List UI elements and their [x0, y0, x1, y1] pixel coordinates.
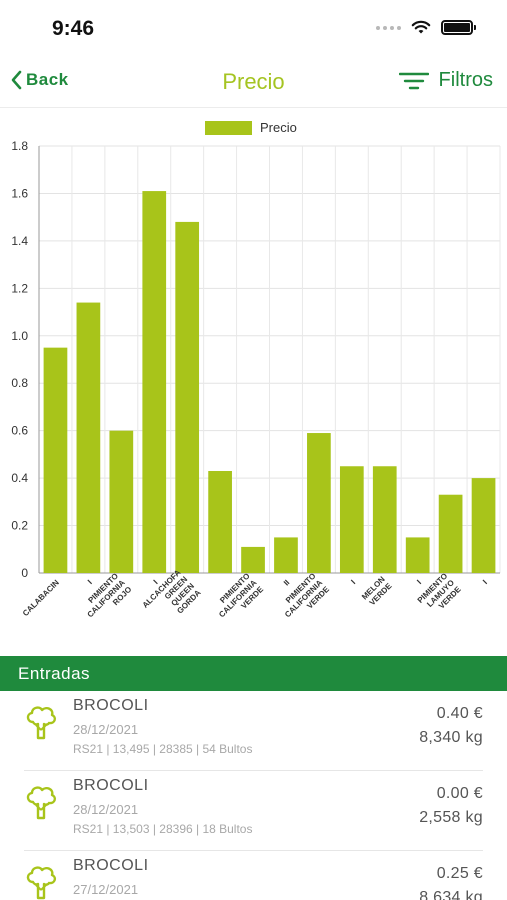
x-tick-label-line: I: [481, 578, 489, 586]
x-tick-label: I: [481, 578, 489, 586]
broccoli-icon: [26, 706, 57, 740]
bar: [274, 537, 298, 573]
entry-name: BROCOLI: [73, 697, 149, 714]
bar: [76, 302, 101, 573]
battery-icon: [441, 20, 476, 35]
x-tick-label: PIMIENTOCALIFORNIAVERDE: [210, 571, 265, 626]
legend-label: Precio: [260, 120, 297, 135]
bar: [405, 537, 430, 573]
bar: [175, 221, 200, 573]
price-chart: Precio 0 0.2 0.4 0.6 0.8 1.0 1.2 1.4 1.6 1.8 CALABA…: [0, 109, 507, 655]
entry-weight: 2,558 kg: [419, 809, 483, 826]
y-tick-label: 0.2: [11, 519, 28, 533]
entry-date: 28/12/2021: [73, 722, 139, 737]
x-tick-label-line: I: [152, 578, 160, 586]
back-label: Back: [26, 70, 69, 89]
bar: [109, 430, 134, 573]
entries-list: BROCOLI 28/12/2021 RS21 | 13,495 | 28385…: [0, 691, 507, 900]
entry-date: 27/12/2021: [73, 882, 139, 897]
filter-label: Filtros: [438, 69, 493, 91]
status-icons: [376, 20, 476, 35]
entry-name: BROCOLI: [73, 777, 149, 794]
status-bar: 9:46: [0, 0, 507, 58]
back-button[interactable]: Back: [10, 70, 69, 90]
entry-price: 0.00 €: [436, 785, 483, 802]
bar: [372, 466, 397, 573]
broccoli-icon: [26, 866, 57, 900]
bar: [142, 191, 167, 574]
x-tick-label: MELONVERDE: [360, 574, 394, 608]
y-tick-label: 1.6: [11, 186, 28, 200]
x-tick-label: I: [152, 578, 160, 586]
bar: [438, 494, 463, 573]
filter-button[interactable]: Filtros: [398, 69, 493, 92]
x-tick-label: I: [415, 578, 423, 586]
x-tick-label-line: II: [282, 578, 292, 588]
bar: [208, 470, 232, 573]
entry-name: BROCOLI: [73, 857, 149, 874]
filter-icon: [398, 72, 429, 89]
bar: [339, 466, 364, 573]
y-tick-label: 1.8: [11, 139, 28, 153]
status-time: 9:46: [52, 17, 95, 40]
y-tick-label: 1.0: [11, 329, 28, 343]
entry-meta: RS21 | 13,495 | 28385 | 54 Bultos: [73, 742, 253, 756]
x-tick-label-line: CALABACIN: [21, 578, 61, 618]
entry-date: 28/12/2021: [73, 802, 139, 817]
broccoli-icon: [26, 786, 57, 820]
bar: [241, 546, 265, 573]
chevron-left-icon: [11, 70, 22, 90]
x-tick-label-line: I: [349, 578, 357, 586]
list-item[interactable]: BROCOLI 27/12/2021 0.25 € 8,634 kg: [24, 851, 483, 900]
bar-chart: Precio 0 0.2 0.4 0.6 0.8 1.0 1.2 1.4 1.6 1.8 CALABA…: [11, 120, 501, 630]
signal-icon: [376, 25, 401, 30]
entry-price: 0.40 €: [436, 705, 483, 722]
entries-header: Entradas: [0, 656, 507, 691]
y-tick-label: 0.4: [11, 471, 28, 485]
x-tick-label: I: [349, 578, 357, 586]
entry-price: 0.25 €: [436, 865, 483, 882]
entry-meta: RS21 | 13,503 | 28396 | 18 Bultos: [73, 822, 253, 836]
x-tick-label-line: I: [86, 578, 94, 586]
x-tick-label: I: [86, 578, 94, 586]
bar: [43, 347, 68, 573]
page-title: Precio: [222, 69, 285, 94]
x-tick-label: II: [282, 578, 292, 588]
bar: [307, 433, 331, 573]
list-item[interactable]: BROCOLI 28/12/2021 RS21 | 13,495 | 28385…: [24, 691, 483, 771]
x-tick-label: CALABACIN: [21, 578, 61, 618]
x-tick-label: ALCACHOFAGREENQUEENGORDA: [141, 568, 203, 630]
x-tick-label: PIMIENTOLAMUYOVERDE: [416, 571, 464, 619]
x-tick-label-line: I: [415, 578, 423, 586]
list-item[interactable]: BROCOLI 28/12/2021 RS21 | 13,503 | 28396…: [24, 771, 483, 851]
wifi-icon: [411, 20, 431, 34]
nav-bar: Back Precio Filtros: [0, 58, 507, 108]
y-tick-label: 0: [21, 566, 28, 580]
legend-swatch: [205, 121, 252, 135]
y-tick-label: 1.2: [11, 281, 28, 295]
bar: [471, 478, 496, 573]
y-tick-label: 1.4: [11, 234, 28, 248]
y-tick-label: 0.6: [11, 424, 28, 438]
entry-weight: 8,340 kg: [419, 729, 483, 746]
entry-weight: 8,634 kg: [419, 889, 483, 900]
y-tick-label: 0.8: [11, 376, 28, 390]
